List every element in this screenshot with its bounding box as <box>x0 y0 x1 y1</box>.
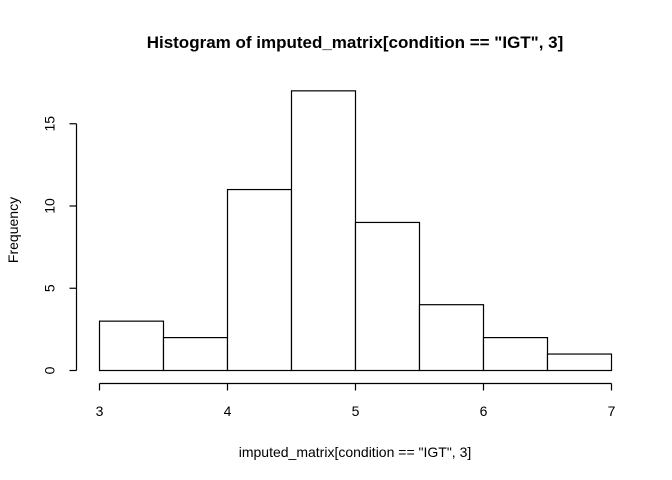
histogram-bar-4 <box>354 221 421 372</box>
bars-group <box>98 90 613 372</box>
histogram-bar-1 <box>162 337 229 372</box>
x-tick-label-0: 3 <box>96 403 104 419</box>
histogram-bar-3 <box>290 90 357 372</box>
x-tick-label-1: 4 <box>224 403 232 419</box>
histogram-bar-2 <box>226 188 293 372</box>
y-tick-label-3: 15 <box>42 116 58 132</box>
y-axis-label: Frequency <box>5 197 21 263</box>
y-tick-label-2: 10 <box>42 198 58 214</box>
x-axis: 3 4 5 6 7 <box>96 382 616 419</box>
histogram-bar-6 <box>482 337 549 372</box>
chart-title: Histogram of imputed_matrix[condition ==… <box>147 33 564 52</box>
x-tick-label-2: 5 <box>352 403 360 419</box>
histogram-bar-5 <box>418 304 485 372</box>
x-axis-label: imputed_matrix[condition == "IGT", 3] <box>239 444 472 460</box>
y-axis: 0 5 10 15 <box>42 116 78 374</box>
histogram-bar-0 <box>98 320 165 372</box>
histogram-bar-7 <box>546 353 613 372</box>
y-tick-label-1: 5 <box>42 284 58 292</box>
y-tick-label-0: 0 <box>42 366 58 374</box>
x-tick-label-4: 7 <box>608 403 616 419</box>
x-tick-label-3: 6 <box>480 403 488 419</box>
